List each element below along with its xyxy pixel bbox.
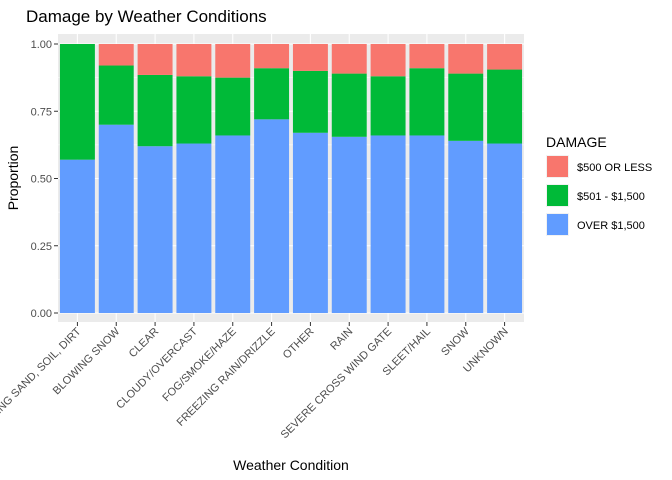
y-tick-label: 0.25 [31,241,52,253]
chart-title: Damage by Weather Conditions [26,7,267,26]
bar-segment [98,44,134,66]
x-tick-label: RAIN [328,326,355,353]
bar-segment [176,44,212,77]
bar-segment [487,69,523,144]
legend-label: $501 - $1,500 [577,191,645,203]
bar-segment [331,73,367,137]
bar-segment [176,143,212,313]
bar-segment [448,140,484,313]
bars [59,44,523,313]
bar-segment [98,124,134,313]
bar-segment [409,68,445,136]
bar-segment [137,74,173,147]
x-tick-label: SNOW [439,325,472,358]
legend-swatch [547,185,568,206]
legend-title: DAMAGE [546,134,607,150]
legend-swatch [547,214,568,235]
bar-segment [215,44,251,78]
bar-segment [59,44,95,160]
bar-segment [292,132,328,313]
bar-segment [98,65,134,125]
bar-segment [292,70,328,133]
legend: DAMAGE $500 OR LESS $501 - $1,500 OVER $1,… [546,134,652,236]
y-tick-label: 0.50 [31,174,52,186]
bar-segment [370,76,406,136]
legend-label: OVER $1,500 [577,220,645,232]
bar-segment [370,135,406,313]
x-tick-label: OTHER [281,326,317,362]
bar-segment [487,44,523,70]
bar-segment [137,146,173,313]
bar-segment [292,44,328,71]
bar-segment [409,44,445,69]
legend-swatch [547,156,568,177]
bar-segment [370,44,406,77]
x-tick-label: FOG/SMOKE/HAZE [160,326,238,404]
x-tick-label: CLEAR [127,326,161,360]
legend-label: $500 OR LESS [577,162,652,174]
bar-segment [215,135,251,313]
bar-segment [487,143,523,313]
bar-segment [137,44,173,75]
y-tick-label: 0.75 [31,106,52,118]
bar-segment [409,135,445,313]
bar-segment [331,136,367,313]
bar-segment [448,73,484,141]
bar-segment [254,44,290,69]
bar-segment [254,68,290,120]
y-axis-title: Proportion [5,146,21,211]
y-axis: 0.00 0.25 0.50 0.75 1.00 [31,39,58,320]
bar-segment [59,159,95,313]
bar-segment [331,44,367,74]
bar-segment [254,119,290,313]
y-tick-label: 0.00 [31,308,52,320]
y-tick-label: 1.00 [31,39,52,51]
bar-segment [215,77,251,136]
x-tick-label: BLOWING SNOW [51,325,123,397]
bar-segment [176,76,212,144]
bar-segment [448,44,484,74]
x-axis-title: Weather Condition [233,457,349,473]
